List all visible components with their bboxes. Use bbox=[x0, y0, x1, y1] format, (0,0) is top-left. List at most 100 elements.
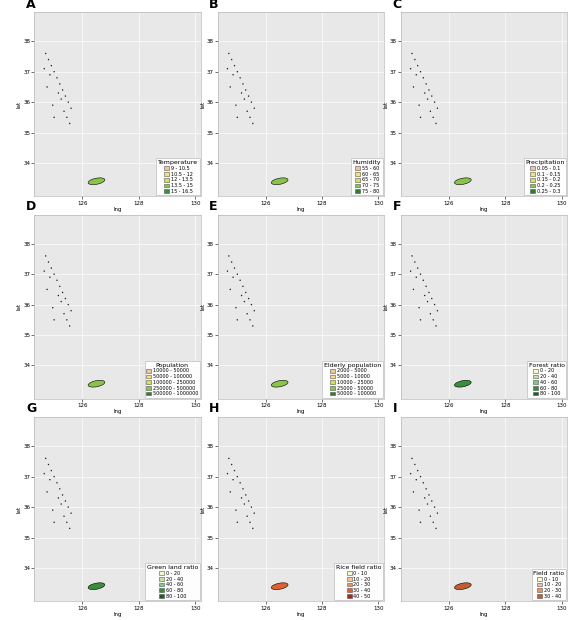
Circle shape bbox=[431, 298, 433, 299]
Legend: 0 - 10, 10 - 20, 20 - 30, 30 - 40: 0 - 10, 10 - 20, 20 - 30, 30 - 40 bbox=[532, 569, 566, 600]
X-axis label: lng: lng bbox=[297, 409, 305, 415]
Legend: 2000 - 5000, 5000 - 10000, 10000 - 25000, 25000 - 50000, 50000 - 100000: 2000 - 5000, 5000 - 10000, 10000 - 25000… bbox=[323, 361, 383, 398]
Circle shape bbox=[231, 261, 233, 263]
Circle shape bbox=[417, 470, 418, 471]
Circle shape bbox=[411, 255, 413, 257]
Circle shape bbox=[241, 92, 242, 94]
Circle shape bbox=[413, 289, 414, 290]
Circle shape bbox=[231, 464, 233, 465]
Text: F: F bbox=[393, 200, 401, 213]
Circle shape bbox=[252, 123, 253, 124]
Circle shape bbox=[428, 89, 430, 91]
Circle shape bbox=[253, 512, 255, 514]
Circle shape bbox=[415, 277, 417, 278]
X-axis label: lng: lng bbox=[297, 207, 305, 212]
Circle shape bbox=[52, 104, 53, 106]
Circle shape bbox=[45, 53, 46, 54]
Circle shape bbox=[415, 74, 417, 76]
Circle shape bbox=[423, 482, 424, 484]
Circle shape bbox=[228, 255, 230, 257]
Y-axis label: lat: lat bbox=[383, 506, 388, 513]
Circle shape bbox=[233, 479, 234, 480]
Circle shape bbox=[49, 277, 50, 278]
Circle shape bbox=[52, 307, 53, 308]
X-axis label: lng: lng bbox=[297, 612, 305, 617]
Circle shape bbox=[227, 68, 228, 69]
Legend: 0 - 10, 10 - 20, 20 - 30, 30 - 40, 40 - 50: 0 - 10, 10 - 20, 20 - 30, 30 - 40, 40 - … bbox=[334, 564, 383, 600]
Legend: 55 - 60, 60 - 65, 65 - 70, 70 - 75, 75 - 80: 55 - 60, 60 - 65, 65 - 70, 70 - 75, 75 -… bbox=[351, 159, 383, 195]
Circle shape bbox=[433, 521, 434, 523]
Circle shape bbox=[430, 515, 431, 517]
Circle shape bbox=[423, 280, 424, 281]
Text: D: D bbox=[26, 200, 36, 213]
Circle shape bbox=[69, 123, 70, 124]
Circle shape bbox=[237, 71, 238, 73]
Circle shape bbox=[245, 89, 246, 91]
Ellipse shape bbox=[88, 583, 105, 590]
Circle shape bbox=[420, 476, 421, 477]
Circle shape bbox=[424, 92, 425, 94]
Circle shape bbox=[219, 461, 221, 463]
Circle shape bbox=[415, 479, 417, 480]
Circle shape bbox=[68, 304, 69, 306]
X-axis label: lng: lng bbox=[113, 409, 122, 415]
Circle shape bbox=[253, 107, 255, 109]
Circle shape bbox=[70, 512, 72, 514]
Circle shape bbox=[68, 507, 69, 508]
Circle shape bbox=[44, 68, 45, 69]
Circle shape bbox=[418, 104, 420, 106]
Circle shape bbox=[61, 301, 62, 303]
Circle shape bbox=[62, 291, 63, 293]
Circle shape bbox=[249, 319, 251, 321]
Circle shape bbox=[234, 65, 235, 66]
Circle shape bbox=[68, 102, 69, 103]
Circle shape bbox=[431, 95, 433, 97]
Circle shape bbox=[437, 107, 438, 109]
Circle shape bbox=[53, 71, 55, 73]
Circle shape bbox=[252, 325, 253, 327]
Circle shape bbox=[63, 110, 65, 112]
Circle shape bbox=[237, 476, 238, 477]
Circle shape bbox=[413, 86, 414, 87]
Circle shape bbox=[53, 476, 55, 477]
Circle shape bbox=[249, 117, 251, 118]
Circle shape bbox=[53, 117, 55, 118]
Circle shape bbox=[66, 117, 68, 118]
Circle shape bbox=[237, 273, 238, 275]
Circle shape bbox=[433, 117, 434, 118]
X-axis label: lng: lng bbox=[480, 207, 488, 212]
Circle shape bbox=[61, 503, 62, 505]
Circle shape bbox=[433, 319, 434, 321]
Circle shape bbox=[219, 56, 221, 58]
Circle shape bbox=[420, 319, 421, 321]
Circle shape bbox=[69, 528, 70, 529]
Circle shape bbox=[246, 313, 248, 314]
Circle shape bbox=[50, 470, 52, 471]
Circle shape bbox=[249, 521, 251, 523]
Circle shape bbox=[235, 104, 237, 106]
Circle shape bbox=[413, 491, 414, 493]
Circle shape bbox=[411, 458, 413, 459]
Circle shape bbox=[410, 473, 411, 474]
Ellipse shape bbox=[271, 583, 288, 590]
Circle shape bbox=[235, 510, 237, 511]
Text: C: C bbox=[393, 0, 402, 11]
Circle shape bbox=[50, 65, 52, 66]
Circle shape bbox=[233, 277, 234, 278]
Legend: 0.05 - 0.1, 0.1 - 0.15, 0.15 - 0.2, 0.2 - 0.25, 0.25 - 0.3: 0.05 - 0.1, 0.1 - 0.15, 0.15 - 0.2, 0.2 … bbox=[524, 159, 566, 195]
Circle shape bbox=[66, 521, 68, 523]
Circle shape bbox=[423, 77, 424, 79]
Ellipse shape bbox=[88, 178, 105, 185]
Circle shape bbox=[402, 56, 404, 58]
Circle shape bbox=[237, 521, 238, 523]
Circle shape bbox=[59, 488, 61, 490]
Circle shape bbox=[246, 110, 248, 112]
Circle shape bbox=[44, 473, 45, 474]
Circle shape bbox=[417, 267, 418, 269]
Circle shape bbox=[46, 289, 48, 290]
Circle shape bbox=[248, 298, 249, 299]
Circle shape bbox=[430, 313, 431, 314]
Circle shape bbox=[425, 488, 427, 490]
X-axis label: lng: lng bbox=[480, 612, 488, 617]
Circle shape bbox=[251, 507, 252, 508]
